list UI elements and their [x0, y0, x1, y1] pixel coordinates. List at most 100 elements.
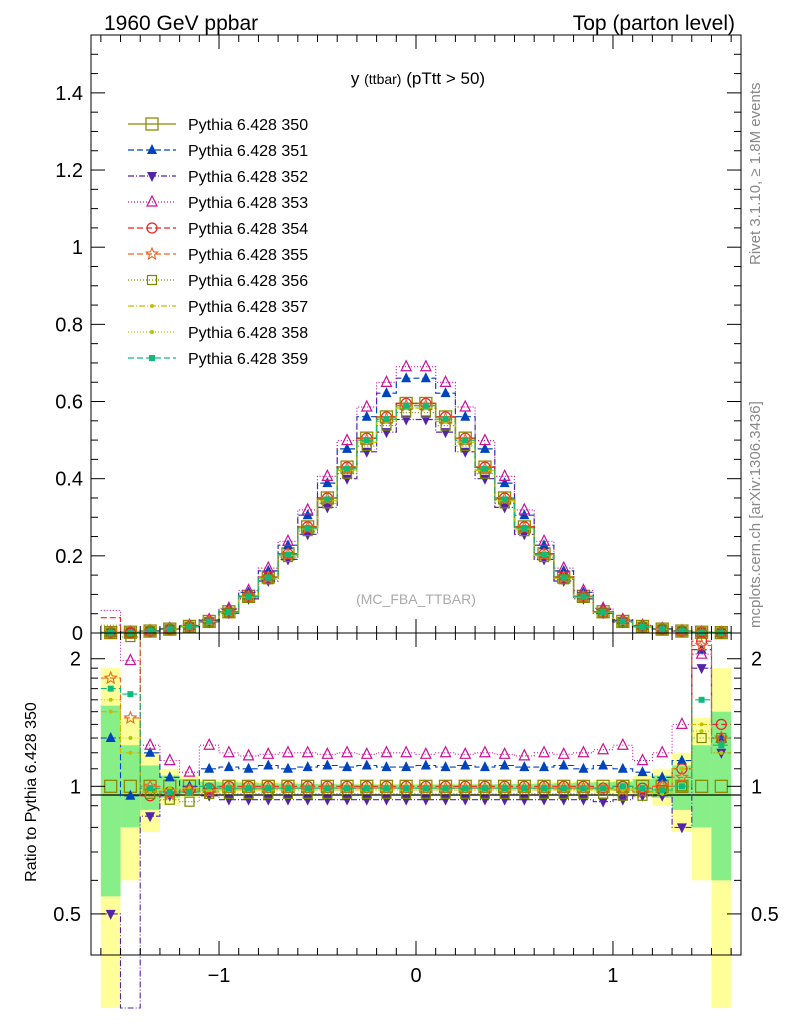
ratio-series-5 [100, 637, 732, 800]
ratio-series-line [100, 617, 732, 797]
main-ytick-label: 0.8 [55, 314, 83, 336]
ratio-data-point [186, 788, 193, 795]
legend-marker [146, 222, 158, 234]
ratio-data-point [674, 769, 689, 784]
main-data-point [383, 416, 390, 423]
ratio-series-9 [100, 685, 732, 795]
main-data-point [342, 474, 353, 485]
legend-marker [149, 355, 155, 361]
main-data-point [600, 608, 607, 615]
main-series-line [100, 405, 732, 634]
ratio-data-point [578, 795, 589, 806]
ratio-series-line [100, 644, 732, 795]
ratio-data-point [145, 746, 156, 757]
main-data-point [462, 437, 469, 444]
main-data-point [301, 502, 314, 515]
ratio-data-point [164, 794, 175, 805]
ratio-data-point [617, 762, 628, 773]
main-data-point [324, 496, 331, 503]
ratio-data-point [419, 746, 432, 759]
legend-item: Pythia 6.428 358 [128, 325, 308, 342]
main-data-point [539, 539, 550, 550]
ratio-xtick-label: 1 [607, 965, 618, 987]
ratio-xtick-label: 0 [410, 965, 421, 987]
main-data-point [501, 496, 508, 503]
main-data-point [560, 574, 567, 581]
ratio-data-point [619, 783, 626, 790]
ratio-data-point [243, 795, 254, 806]
ratio-data-point [580, 785, 587, 792]
ratio-data-point [560, 785, 567, 792]
ratio-data-point [203, 782, 215, 794]
main-data-point [422, 402, 429, 409]
ratio-data-point [381, 795, 392, 806]
ratio-data-point [616, 737, 629, 750]
ratio-data-point [675, 717, 688, 729]
main-data-point [521, 524, 528, 531]
ratio-data-point [123, 710, 138, 724]
ratio-data-point [163, 753, 176, 766]
legend-marker [144, 246, 160, 261]
main-ytick-label: 1.2 [55, 160, 83, 182]
ratio-data-point [479, 761, 490, 772]
ratio-data-point [478, 745, 491, 758]
ratio-data-point [459, 746, 472, 759]
ratio-data-point [696, 732, 707, 744]
main-data-point [460, 410, 471, 421]
ratio-data-point [322, 795, 333, 806]
ratio-ytick-label-right: 2 [751, 649, 762, 671]
ratio-data-point [538, 745, 551, 758]
ratio-data-point [694, 779, 709, 793]
ratio-data-point [344, 785, 351, 792]
main-data-point [698, 629, 705, 636]
ratio-data-point [164, 771, 175, 782]
legend: Pythia 6.428 350 Pythia 6.428 351 Pythia 6… [128, 117, 308, 368]
ratio-data-point [223, 761, 234, 772]
ratio-data-point [698, 696, 705, 703]
main-data-point [659, 626, 666, 633]
ratio-data-point [401, 795, 412, 806]
ratio-band-inner [120, 745, 141, 828]
main-ytick-label: 1.4 [55, 83, 83, 105]
ratio-data-point [696, 635, 708, 647]
ratio-data-point [597, 742, 610, 755]
main-ytick-label: 0.2 [55, 546, 83, 568]
main-data-point [360, 399, 373, 412]
ratio-data-point [519, 761, 530, 772]
ratio-data-point [600, 785, 607, 792]
ratio-data-point [598, 797, 609, 808]
ratio-data-point [403, 785, 410, 792]
ratio-data-point [147, 785, 154, 792]
ratio-data-point [108, 709, 113, 714]
ratio-band-inner [691, 745, 712, 828]
ratio-data-point [541, 785, 548, 792]
ratio-data-point [498, 746, 511, 759]
ratio-data-point [519, 795, 530, 806]
plot-title-tail: (pTtt > 50) [406, 69, 485, 88]
legend-label: Pythia 6.428 353 [188, 195, 308, 212]
main-ytick-label: 0 [72, 623, 83, 645]
ratio-ytick-label-right: 0.5 [751, 904, 779, 926]
ratio-data-point [676, 754, 687, 765]
ratio-data-point [719, 750, 724, 755]
main-data-point [619, 618, 626, 625]
main-data-point [381, 387, 392, 398]
ratio-data-point [518, 748, 531, 761]
ratio-data-point [462, 785, 469, 792]
legend-marker [150, 304, 154, 308]
main-data-point [580, 593, 587, 600]
legend-label: Pythia 6.428 352 [188, 169, 308, 186]
ratio-data-point [442, 785, 449, 792]
ratio-data-point [107, 685, 114, 692]
main-ytick-label: 0.6 [55, 392, 83, 414]
ratio-data-point [659, 787, 666, 794]
main-series-group [100, 359, 732, 640]
main-data-point [401, 372, 412, 383]
main-data-point [321, 469, 334, 481]
ratio-data-point [558, 759, 569, 770]
ratio-data-point [263, 759, 274, 770]
main-series-line [100, 407, 732, 634]
analysis-watermark: (MC_FBA_TTBAR) [356, 591, 476, 607]
main-ytick-label: 1 [72, 237, 83, 259]
ratio-data-point [635, 784, 650, 798]
